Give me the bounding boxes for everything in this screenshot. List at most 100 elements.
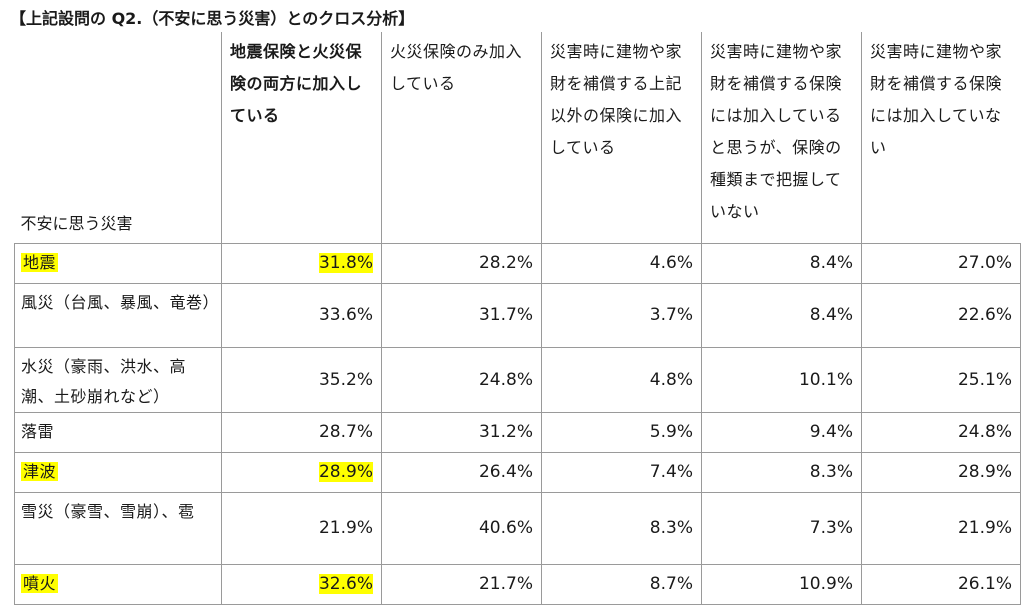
- value-text: 7.3%: [809, 518, 853, 538]
- value-cell: 7.3%: [701, 491, 862, 564]
- table-row: 噴火 32.6% 21.7% 8.7% 10.9% 26.1%: [14, 563, 1021, 605]
- value-cell: 21.7%: [381, 563, 542, 605]
- value-cell: 8.4%: [701, 282, 862, 347]
- row-label-cell: 落雷: [14, 411, 222, 452]
- value-text: 32.6%: [318, 574, 373, 594]
- column-header: 火災保険のみ加入している: [381, 32, 542, 243]
- value-text: 35.2%: [318, 369, 373, 390]
- value-cell: 27.0%: [861, 242, 1021, 283]
- value-cell: 10.1%: [701, 346, 862, 412]
- value-text: 28.2%: [478, 253, 533, 273]
- value-cell: 31.7%: [381, 282, 542, 347]
- value-cell: 24.8%: [861, 411, 1021, 452]
- table-row: 落雷 28.7% 31.2% 5.9% 9.4% 24.8%: [14, 411, 1021, 452]
- value-cell: 4.6%: [541, 242, 702, 283]
- value-text: 31.8%: [318, 253, 373, 273]
- value-text: 9.4%: [809, 422, 853, 442]
- value-cell: 22.6%: [861, 282, 1021, 347]
- value-cell: 24.8%: [381, 346, 542, 412]
- column-header: 災害時に建物や家財を補償する保険には加入していない: [861, 32, 1021, 243]
- value-cell: 28.7%: [221, 411, 382, 452]
- value-cell: 8.7%: [541, 563, 702, 605]
- row-label: 風災（台風、暴風、竜巻）: [21, 292, 220, 312]
- table-row: 地震 31.8% 28.2% 4.6% 8.4% 27.0%: [14, 242, 1021, 283]
- value-cell: 3.7%: [541, 282, 702, 347]
- row-label: 地震: [21, 252, 59, 272]
- value-text: 40.6%: [478, 518, 533, 538]
- value-cell: 28.9%: [861, 451, 1021, 492]
- value-cell: 8.4%: [701, 242, 862, 283]
- value-text: 8.4%: [809, 253, 853, 273]
- row-label-cell: 水災（豪雨、洪水、高潮、土砂崩れなど）: [14, 346, 222, 412]
- value-text: 21.9%: [957, 518, 1012, 538]
- value-text: 28.7%: [318, 422, 373, 442]
- value-text: 26.4%: [478, 462, 533, 482]
- value-text: 8.3%: [809, 462, 853, 482]
- column-header: 地震保険と火災保険の両方に加入している: [221, 32, 382, 243]
- value-text: 10.9%: [798, 574, 853, 594]
- row-label-cell: 風災（台風、暴風、竜巻）: [14, 282, 222, 347]
- value-cell: 25.1%: [861, 346, 1021, 412]
- value-cell: 26.1%: [861, 563, 1021, 605]
- value-cell: 28.2%: [381, 242, 542, 283]
- value-text: 22.6%: [957, 305, 1012, 325]
- column-header: 災害時に建物や家財を補償する上記以外の保険に加入している: [541, 32, 702, 243]
- value-text: 28.9%: [957, 462, 1012, 482]
- table-row: 津波 28.9% 26.4% 7.4% 8.3% 28.9%: [14, 451, 1021, 492]
- value-cell: 4.8%: [541, 346, 702, 412]
- value-text: 10.1%: [798, 369, 853, 390]
- value-cell: 31.8%: [221, 242, 382, 283]
- value-text: 24.8%: [957, 422, 1012, 442]
- column-header: 災害時に建物や家財を補償する保険には加入していると思うが、保険の種類まで把握して…: [701, 32, 862, 243]
- value-cell: 7.4%: [541, 451, 702, 492]
- value-cell: 33.6%: [221, 282, 382, 347]
- value-text: 24.8%: [478, 369, 533, 390]
- value-text: 8.4%: [809, 305, 853, 325]
- row-label: 津波: [21, 461, 59, 481]
- value-text: 21.7%: [478, 574, 533, 594]
- value-text: 4.8%: [649, 369, 693, 390]
- value-text: 33.6%: [318, 305, 373, 325]
- row-label: 雪災（豪雪、雪崩）、雹: [21, 501, 195, 521]
- value-cell: 32.6%: [221, 563, 382, 605]
- value-text: 28.9%: [318, 462, 373, 482]
- value-text: 31.2%: [478, 422, 533, 442]
- value-cell: 10.9%: [701, 563, 862, 605]
- value-text: 5.9%: [649, 422, 693, 442]
- value-text: 21.9%: [318, 518, 373, 538]
- value-text: 3.7%: [649, 305, 693, 325]
- page-title: 【上記設問の Q2.（不安に思う災害）とのクロス分析】: [10, 9, 415, 28]
- value-cell: 40.6%: [381, 491, 542, 564]
- value-text: 26.1%: [957, 574, 1012, 594]
- value-cell: 21.9%: [861, 491, 1021, 564]
- value-cell: 8.3%: [541, 491, 702, 564]
- value-text: 31.7%: [478, 305, 533, 325]
- row-label: 水災（豪雨、洪水、高潮、土砂崩れなど）: [21, 356, 187, 406]
- table-row: 雪災（豪雪、雪崩）、雹 21.9% 40.6% 8.3% 7.3% 21.9%: [14, 491, 1021, 564]
- row-label: 落雷: [21, 421, 55, 441]
- value-text: 8.7%: [649, 574, 693, 594]
- value-cell: 28.9%: [221, 451, 382, 492]
- table-row: 水災（豪雨、洪水、高潮、土砂崩れなど） 35.2% 24.8% 4.8% 10.1% 25…: [14, 346, 1021, 412]
- row-label-cell: 津波: [14, 451, 222, 492]
- value-text: 25.1%: [957, 369, 1012, 390]
- cross-analysis-table: 不安に思う災害 地震保険と火災保険の両方に加入している 火災保険のみ加入している…: [14, 32, 1021, 605]
- value-text: 4.6%: [649, 253, 693, 273]
- value-cell: 31.2%: [381, 411, 542, 452]
- row-label-cell: 雪災（豪雪、雪崩）、雹: [14, 491, 222, 564]
- value-cell: 21.9%: [221, 491, 382, 564]
- row-label-cell: 地震: [14, 242, 222, 283]
- value-cell: 26.4%: [381, 451, 542, 492]
- value-cell: 5.9%: [541, 411, 702, 452]
- row-label-cell: 噴火: [14, 563, 222, 605]
- value-cell: 9.4%: [701, 411, 862, 452]
- value-cell: 8.3%: [701, 451, 862, 492]
- value-cell: 35.2%: [221, 346, 382, 412]
- header-row: 不安に思う災害 地震保険と火災保険の両方に加入している 火災保険のみ加入している…: [15, 32, 1021, 243]
- value-text: 7.4%: [649, 462, 693, 482]
- row-label: 噴火: [21, 573, 59, 593]
- value-text: 8.3%: [649, 518, 693, 538]
- value-text: 27.0%: [957, 253, 1012, 273]
- table-row: 風災（台風、暴風、竜巻） 33.6% 31.7% 3.7% 8.4% 22.6%: [14, 282, 1021, 347]
- row-header-label: 不安に思う災害: [20, 213, 133, 233]
